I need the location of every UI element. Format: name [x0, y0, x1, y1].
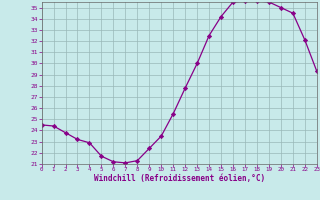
X-axis label: Windchill (Refroidissement éolien,°C): Windchill (Refroidissement éolien,°C) [94, 174, 265, 183]
